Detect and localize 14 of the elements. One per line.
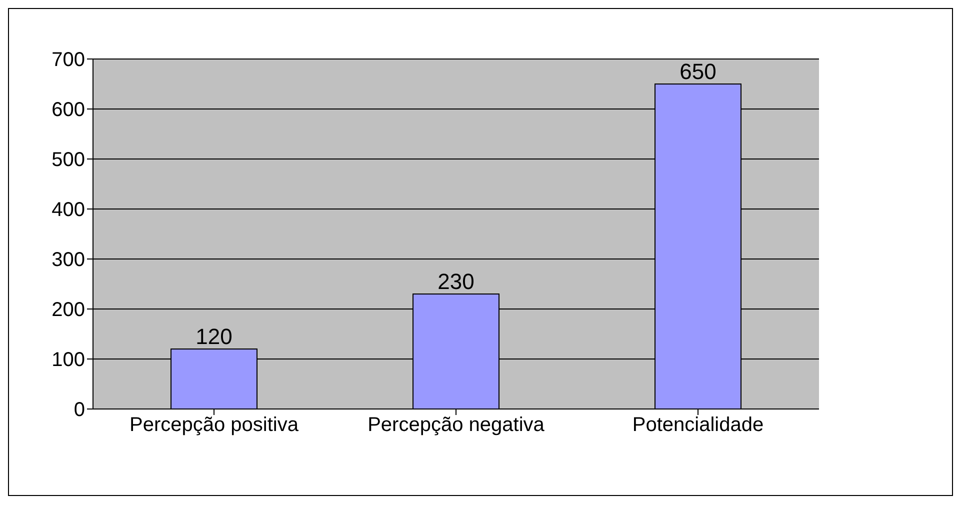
y-tick-label: 300	[52, 249, 85, 272]
y-tick-label: 0	[74, 399, 85, 422]
y-tick-label: 500	[52, 149, 85, 172]
y-tick-label: 400	[52, 199, 85, 222]
y-tick-label: 600	[52, 99, 85, 122]
x-tick-label: Percepção negativa	[368, 414, 546, 436]
x-tick-label: Percepção positiva	[130, 414, 300, 436]
y-tick-label: 700	[52, 49, 85, 72]
data-label: 230	[438, 269, 474, 294]
y-tick-label: 100	[52, 349, 85, 372]
x-tick-label: Potencialidade	[632, 414, 764, 436]
y-tick-label: 200	[52, 299, 85, 322]
data-label: 120	[196, 324, 232, 349]
data-label: 650	[680, 59, 716, 84]
